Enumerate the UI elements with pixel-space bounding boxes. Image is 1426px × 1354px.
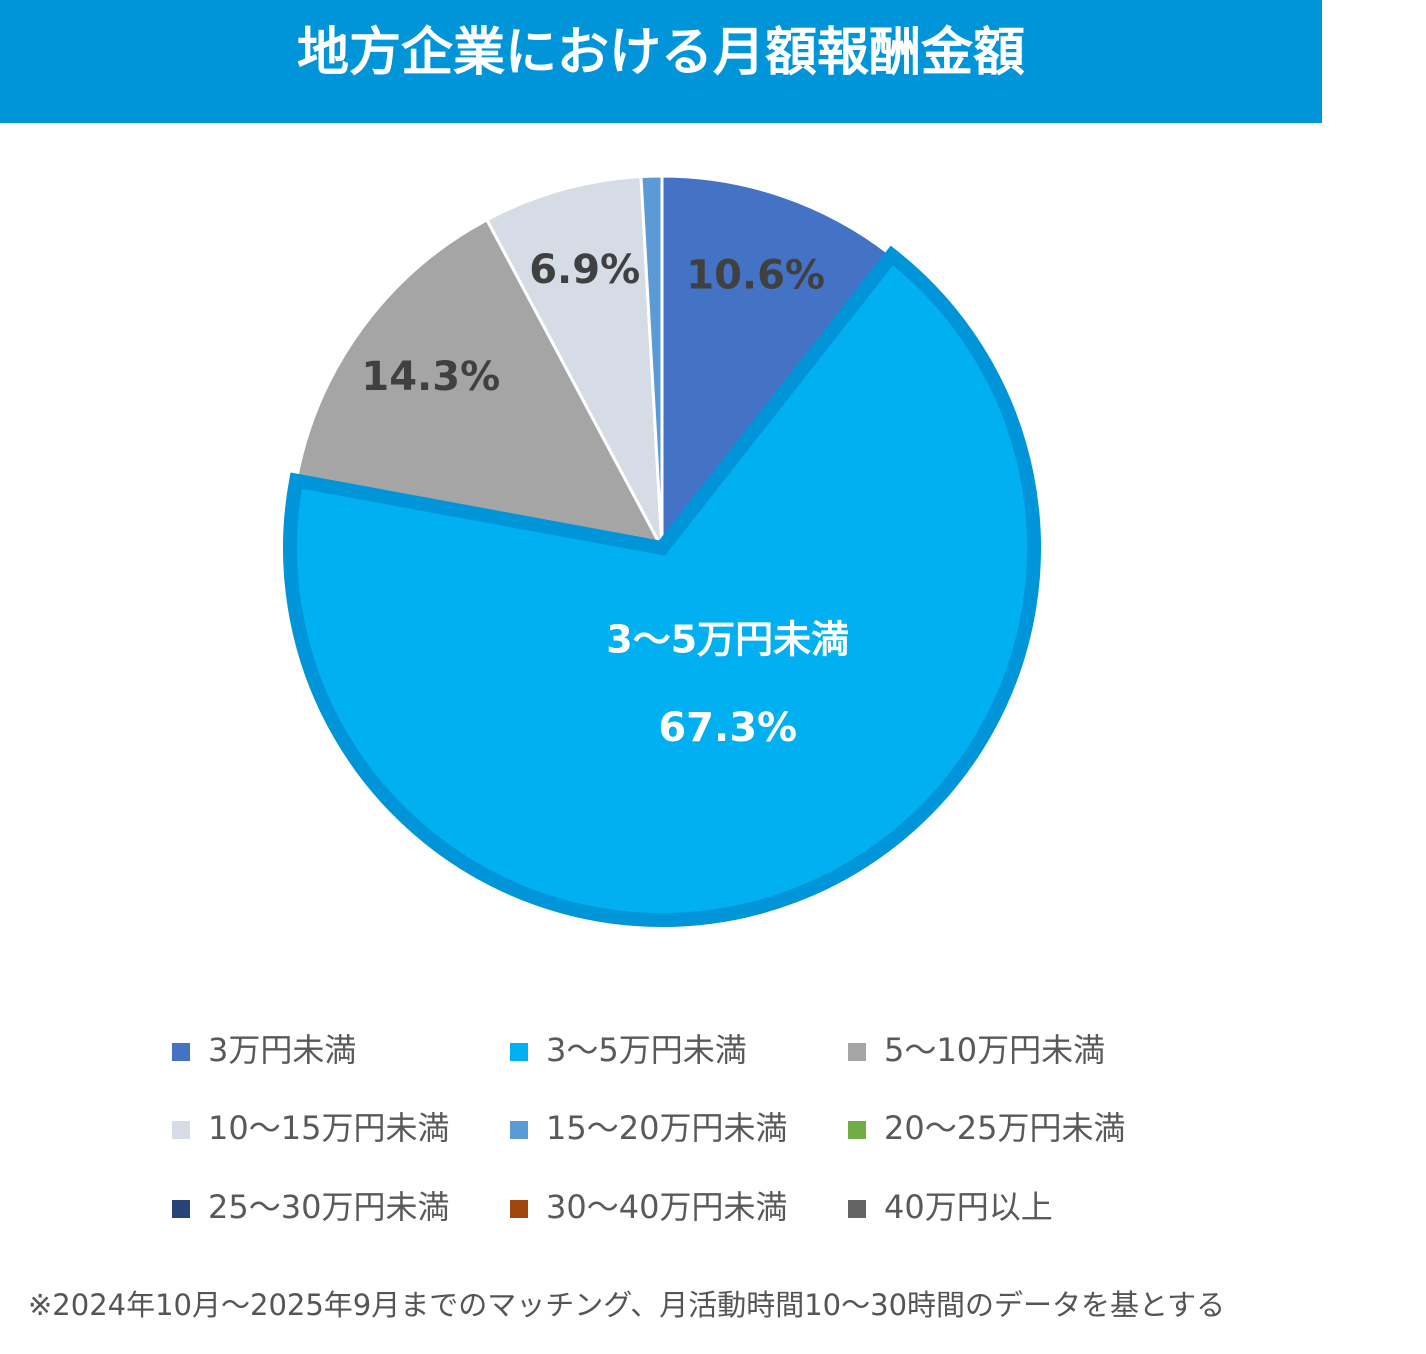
pie-slice [660, 174, 894, 553]
legend-marker [848, 1200, 866, 1218]
pie-slice [294, 217, 665, 551]
legend-label: 30～40万円未満 [546, 1188, 787, 1226]
data-label: 14.3% [361, 354, 500, 400]
legend-label: 20～25万円未満 [884, 1109, 1125, 1147]
legend-label: 25～30万円未満 [208, 1188, 449, 1226]
data-label: 67.3% [658, 705, 797, 751]
legend-marker [172, 1043, 190, 1061]
slice-category-label: 3～5万円未満 [606, 617, 849, 661]
legend-label: 10～15万円未満 [208, 1109, 449, 1147]
legend-marker [172, 1200, 190, 1218]
pie-slice [484, 175, 664, 549]
chart-title: 地方企業における月額報酬金額 [297, 23, 1025, 83]
legend-marker [848, 1043, 866, 1061]
data-label: 10.6% [686, 252, 825, 298]
pie-slice [283, 245, 1041, 927]
legend-label: 3万円未満 [208, 1031, 356, 1069]
legend-label: 3～5万円未満 [546, 1031, 747, 1069]
legend-marker [848, 1121, 866, 1139]
legend-label: 5～10万円未満 [884, 1031, 1105, 1069]
footnote: ※2024年10月～2025年9月までのマッチング、月活動時間10～30時間のデ… [28, 1288, 1225, 1322]
legend-label: 40万円以上 [884, 1188, 1053, 1226]
title-banner [0, 0, 1322, 123]
legend-marker [510, 1200, 528, 1218]
data-label: 6.9% [529, 247, 640, 293]
legend-marker [510, 1121, 528, 1139]
legend-marker [510, 1043, 528, 1061]
legend-label: 15～20万円未満 [546, 1109, 787, 1147]
legend-marker [172, 1121, 190, 1139]
